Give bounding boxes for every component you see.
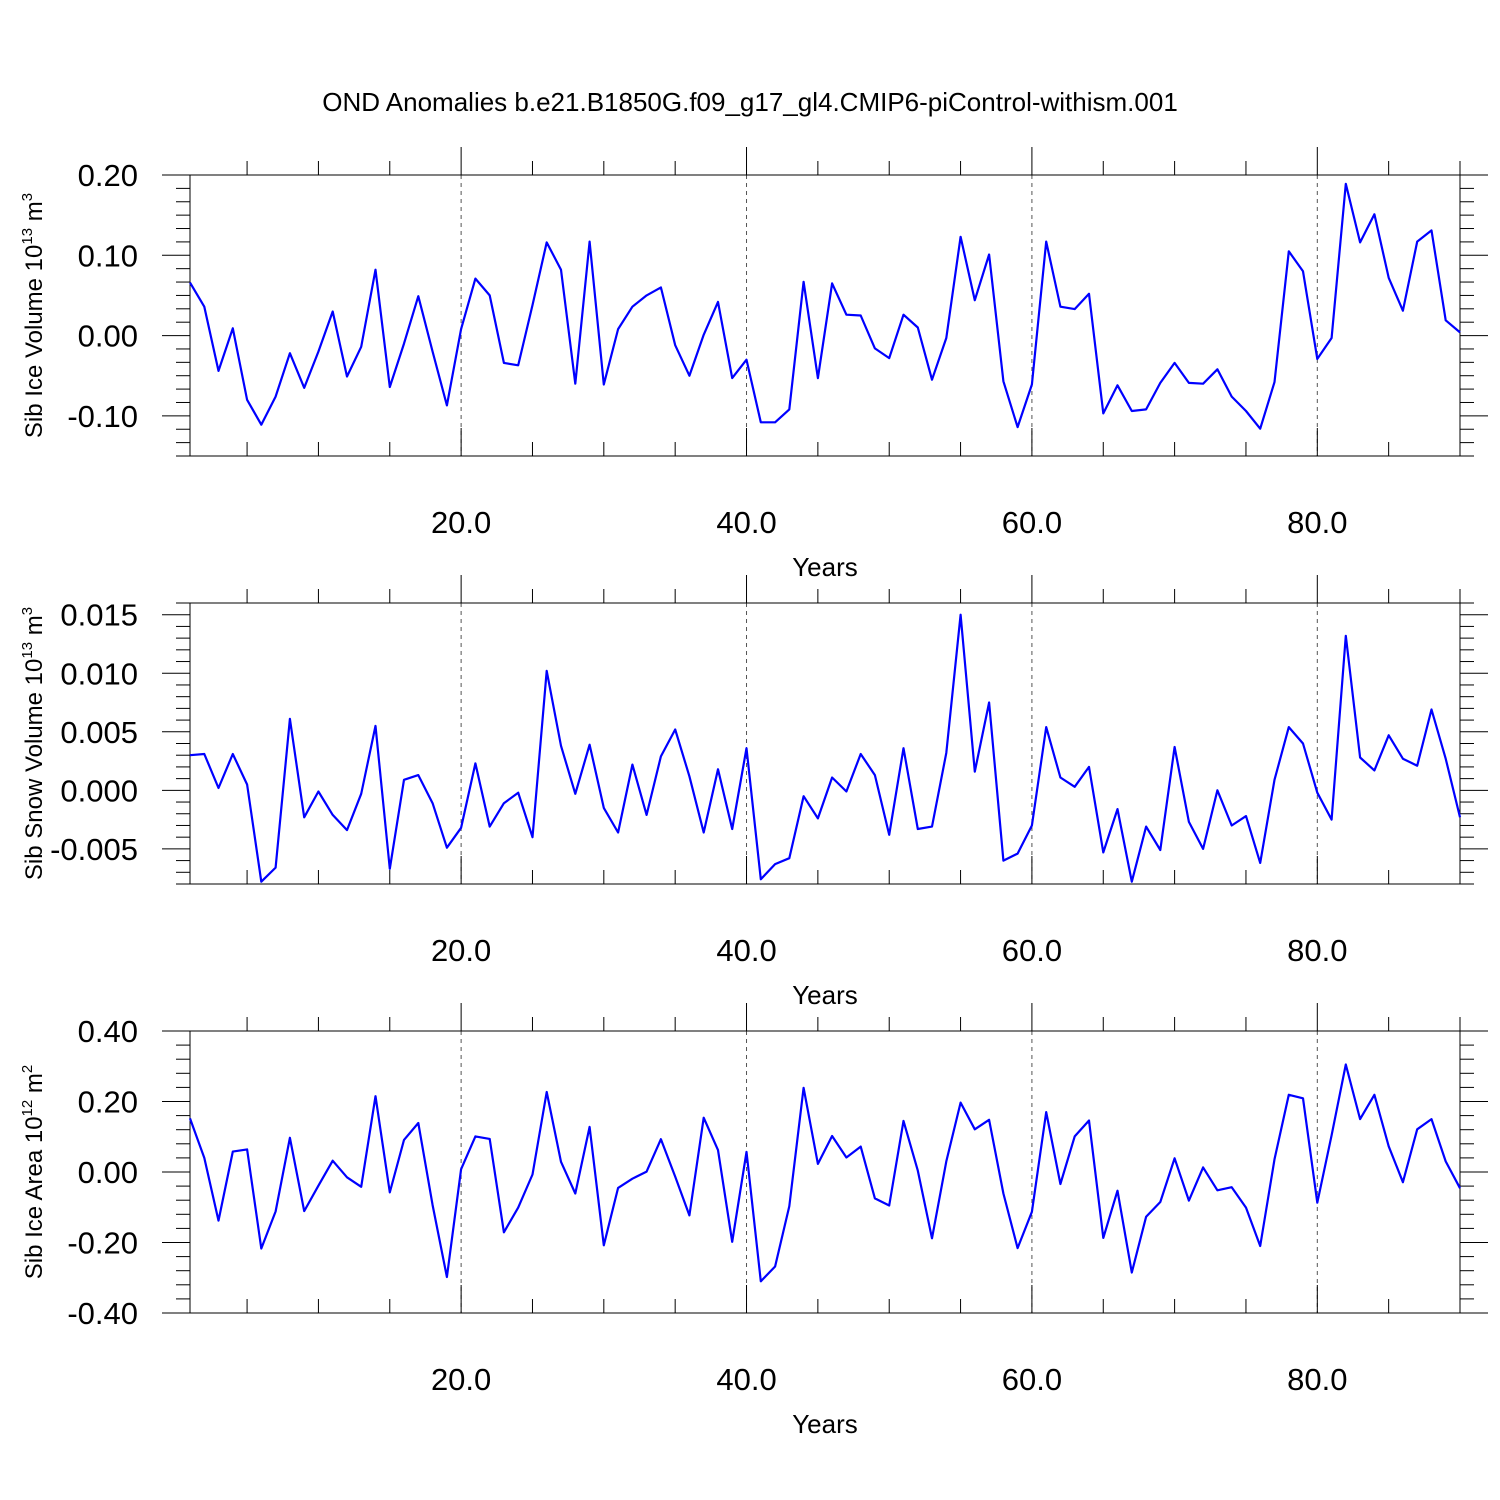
y-tick-label: 0.000 xyxy=(60,773,138,808)
x-tick-label: 40.0 xyxy=(716,505,776,540)
x-axis-label: Years xyxy=(792,552,858,582)
y-axis-label: Sib Ice Area 1012 m2 xyxy=(19,1065,48,1279)
y-tick-label: -0.10 xyxy=(67,399,138,434)
series-line xyxy=(188,1063,1461,1283)
x-tick-label: 20.0 xyxy=(431,933,491,968)
y-axis-label: Sib Snow Volume 1013 m3 xyxy=(19,607,48,880)
y-axis-label-exponent: 12 xyxy=(19,1100,36,1117)
x-axis-label: Years xyxy=(792,980,858,1010)
x-tick-label: 40.0 xyxy=(716,933,776,968)
y-axis-label-unit: m xyxy=(21,201,48,228)
y-tick-label: 0.015 xyxy=(60,598,138,633)
y-tick-label: 0.005 xyxy=(60,715,138,750)
y-axis-label-unit-exponent: 3 xyxy=(19,607,36,615)
x-axis-label: Years xyxy=(792,1409,858,1439)
panels: -0.10 0.00 0.10 0.20 20.0 40.0 60.0 80.0 Years Si… xyxy=(19,147,1488,1439)
x-tick-label: 80.0 xyxy=(1287,505,1347,540)
y-tick-label: 0.20 xyxy=(78,1085,138,1120)
y-axis-label-text: Sib Ice Volume 10 xyxy=(21,245,48,438)
y-axis-label-unit-exponent: 2 xyxy=(19,1065,36,1073)
x-tick-label: 60.0 xyxy=(1002,505,1062,540)
y-tick-label: 0.40 xyxy=(78,1014,138,1049)
y-tick-label: -0.20 xyxy=(67,1226,138,1261)
chart-panel-2: -0.005 0.000 0.005 0.010 0.015 20.0 40.0 60.0 80… xyxy=(19,575,1488,1010)
y-axis-label-text: Sib Ice Area 10 xyxy=(21,1116,48,1279)
x-tick-label: 20.0 xyxy=(431,1362,491,1397)
plot-frame xyxy=(189,174,1461,457)
y-axis-label-unit-exponent: 3 xyxy=(19,193,36,201)
x-tick-label: 20.0 xyxy=(431,505,491,540)
y-axis-label-exponent: 13 xyxy=(19,642,36,659)
y-tick-label: -0.40 xyxy=(67,1296,138,1331)
chart-panel-3: -0.40 -0.20 0.00 0.20 0.40 20.0 40.0 60.0 80.0 Ye… xyxy=(19,1003,1488,1439)
y-tick-label: 0.010 xyxy=(60,656,138,691)
series-line xyxy=(189,182,1461,430)
y-tick-label: 0.10 xyxy=(78,238,138,273)
y-axis-label-text: Sib Snow Volume 10 xyxy=(21,659,48,880)
x-tick-label: 80.0 xyxy=(1287,1362,1347,1397)
plot-frame xyxy=(189,1030,1461,1314)
x-tick-label: 60.0 xyxy=(1002,1362,1062,1397)
y-tick-label: 0.00 xyxy=(78,1155,138,1190)
y-axis-label-exponent: 13 xyxy=(19,228,36,245)
figure-title: OND Anomalies b.e21.B1850G.f09_g17_gl4.C… xyxy=(322,87,1178,117)
y-tick-label: 0.20 xyxy=(78,158,138,193)
plot-frame xyxy=(189,602,1461,885)
y-axis-label-unit: m xyxy=(21,1073,48,1100)
y-axis-label-unit: m xyxy=(21,615,48,642)
x-tick-label: 60.0 xyxy=(1002,933,1062,968)
y-tick-label: -0.005 xyxy=(50,832,138,867)
chart-panel-1: -0.10 0.00 0.10 0.20 20.0 40.0 60.0 80.0 Years Si… xyxy=(19,147,1488,582)
y-axis-label: Sib Ice Volume 1013 m3 xyxy=(19,193,48,438)
series-line xyxy=(189,613,1462,883)
y-tick-label: 0.00 xyxy=(78,319,138,354)
x-tick-label: 80.0 xyxy=(1287,933,1347,968)
x-tick-label: 40.0 xyxy=(716,1362,776,1397)
